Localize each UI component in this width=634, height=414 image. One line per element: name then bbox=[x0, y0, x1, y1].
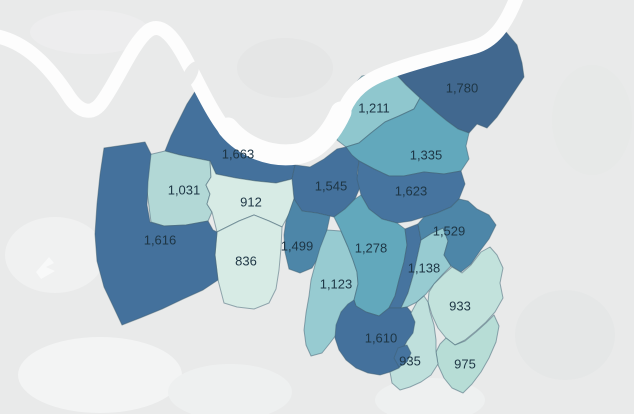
river-wide-section bbox=[217, 101, 352, 166]
terrain-patch bbox=[5, 217, 105, 293]
river-island bbox=[180, 61, 200, 89]
region-1031[interactable] bbox=[146, 150, 213, 227]
terrain-patch bbox=[168, 364, 292, 414]
terrain-patches bbox=[5, 10, 632, 414]
terrain-patch bbox=[30, 10, 150, 54]
terrain-patch bbox=[515, 290, 615, 380]
region-935[interactable] bbox=[389, 295, 439, 391]
terrain-arrow-mark bbox=[36, 257, 55, 279]
terrain-patch bbox=[237, 38, 333, 98]
river bbox=[0, 0, 524, 166]
terrain-patch bbox=[18, 337, 182, 413]
region-933[interactable] bbox=[427, 246, 504, 346]
region-1616[interactable] bbox=[94, 141, 219, 326]
region-sliver-south[interactable] bbox=[393, 344, 412, 368]
terrain-patch bbox=[552, 65, 632, 175]
region-836[interactable] bbox=[214, 214, 283, 310]
region-1529[interactable] bbox=[417, 198, 497, 273]
